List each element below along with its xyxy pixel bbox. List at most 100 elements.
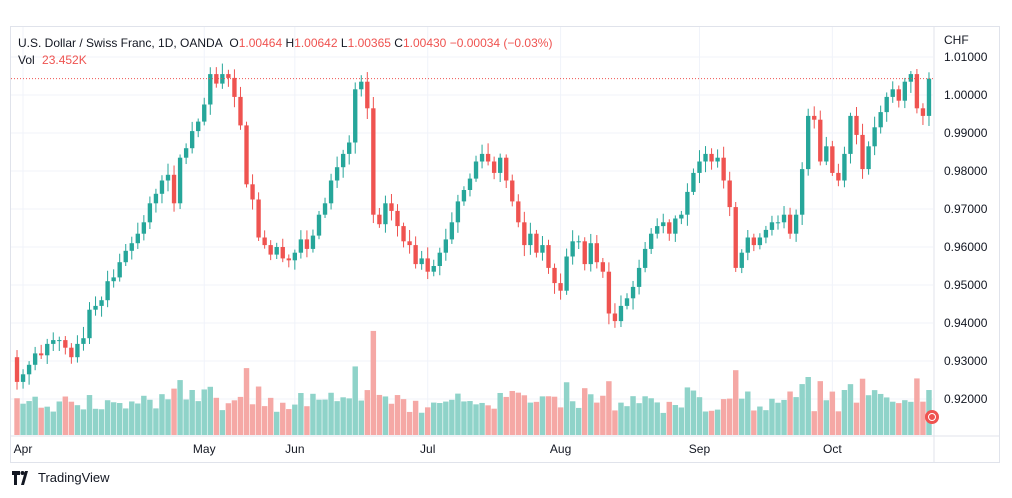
volume-bar <box>775 402 781 435</box>
volume-bar <box>249 404 256 435</box>
volume-bar <box>171 388 177 435</box>
candle-body <box>884 96 889 113</box>
volume-bar <box>38 407 44 435</box>
volume-bar <box>551 396 558 435</box>
volume-bar <box>702 411 709 435</box>
volume-bar <box>358 400 364 435</box>
volume-bar <box>497 392 503 435</box>
candle-body <box>576 241 581 243</box>
volume-bar <box>708 410 715 435</box>
volume-bar <box>316 399 322 435</box>
y-tick-label: 0.96000 <box>944 240 988 254</box>
volume-bar <box>914 378 920 435</box>
volume-bar <box>757 406 763 435</box>
volume-bar <box>521 395 528 435</box>
volume-bar <box>98 409 105 435</box>
candle-body <box>624 298 630 306</box>
candle-body <box>238 96 243 126</box>
volume-bar <box>473 404 479 435</box>
candle-body <box>661 222 666 227</box>
volume-bar <box>527 402 534 435</box>
volume-bar <box>769 398 775 435</box>
price-axis-labels: 1.01000 1.00000 0.99000 0.98000 0.97000 0.960… <box>944 50 988 406</box>
candle-body <box>516 201 521 223</box>
volume-bar <box>261 406 268 435</box>
candle-body <box>854 115 859 135</box>
candle-body <box>703 153 708 162</box>
candle-body <box>552 267 557 284</box>
volume-bar <box>74 405 81 435</box>
candle-body <box>328 180 334 204</box>
tradingview-logo-icon[interactable] <box>12 470 32 485</box>
volume-bar <box>455 393 461 435</box>
candle-body <box>189 131 195 149</box>
candle-body <box>866 146 871 170</box>
volume-bar <box>763 410 769 435</box>
candle-body <box>479 153 485 162</box>
volume-bar <box>805 377 811 435</box>
volume-bar <box>177 380 183 435</box>
change-value: −0.00034 (−0.03%) <box>449 36 553 50</box>
candle-body <box>655 226 660 234</box>
candle-body <box>334 167 340 181</box>
candle-body <box>812 115 817 120</box>
low-value: 1.00365 <box>347 36 391 50</box>
volume-bar <box>908 401 914 435</box>
candle-body <box>510 180 515 202</box>
candle-body <box>153 193 159 204</box>
candle-body <box>799 169 805 215</box>
candle-body <box>268 245 273 255</box>
volume-bar <box>720 399 727 435</box>
candle-body <box>745 237 750 253</box>
volume-bar <box>624 406 630 435</box>
volume-bar <box>642 396 648 435</box>
volume-bar <box>557 407 564 435</box>
candle-body <box>81 338 86 344</box>
footer-brand[interactable]: TradingView <box>38 470 110 485</box>
volume-bar <box>582 388 588 435</box>
candle-body <box>473 161 479 179</box>
volume-bar <box>322 399 328 435</box>
candle-body <box>129 243 134 251</box>
open-value: 1.00464 <box>238 36 283 50</box>
volume-bar <box>847 384 854 435</box>
candle-body <box>787 214 793 234</box>
volume-bar <box>896 403 902 435</box>
low-label: L <box>340 36 348 50</box>
volume-bar <box>201 389 207 435</box>
volume-bar <box>533 401 540 435</box>
candle-body <box>612 313 618 322</box>
volume-bar <box>793 397 799 435</box>
volume-bar <box>110 402 117 435</box>
candle-body <box>461 190 467 202</box>
candle-body <box>250 184 255 200</box>
candle-body <box>286 258 291 261</box>
candle-body <box>419 258 424 265</box>
y-tick-label: 0.92000 <box>944 392 988 406</box>
volume-bar <box>660 412 666 435</box>
volume-bar <box>225 403 232 435</box>
volume-bar <box>255 386 262 435</box>
volume-bar <box>696 397 703 435</box>
time-axis-labels: Apr May Jun Jul Aug Sep Oct <box>14 442 843 456</box>
gridlines <box>11 27 933 435</box>
x-tick-label: Jul <box>420 442 435 456</box>
volume-bar <box>787 391 793 435</box>
alert-badge-icon[interactable] <box>925 410 939 424</box>
x-tick-label: Apr <box>14 442 33 456</box>
volume-bar <box>195 401 201 435</box>
volume-bar <box>437 403 443 435</box>
candle-body <box>872 127 877 147</box>
volume-bar <box>135 403 141 435</box>
x-tick-label: Jun <box>285 442 304 456</box>
volume-bar <box>865 395 872 435</box>
volume-bar <box>62 396 69 435</box>
candle-body <box>836 172 841 181</box>
volume-bar <box>666 401 673 435</box>
candle-body <box>310 235 316 249</box>
volume-bar <box>153 408 159 435</box>
y-tick-label: 0.98000 <box>944 164 988 178</box>
candle-body <box>171 174 177 204</box>
volume-bar <box>606 381 612 435</box>
